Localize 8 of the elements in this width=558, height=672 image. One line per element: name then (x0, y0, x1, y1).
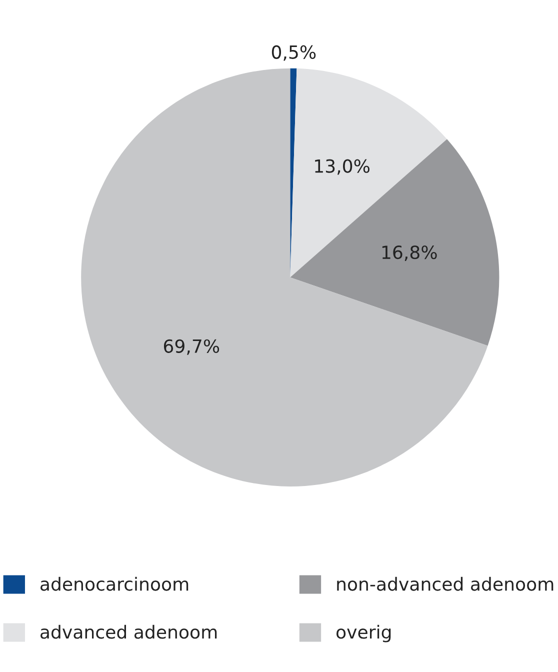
legend-label: advanced adenoom (40, 624, 217, 639)
legend-label: adenocarcinoom (40, 576, 188, 591)
data-label: 0,5% (272, 45, 316, 61)
data-label: 16,8% (382, 246, 437, 261)
legend-label: overig (336, 624, 391, 642)
legend-label: non-advanced adenoom (337, 576, 554, 591)
data-label: 69,7% (164, 339, 220, 355)
data-label: 13,0% (315, 159, 370, 175)
